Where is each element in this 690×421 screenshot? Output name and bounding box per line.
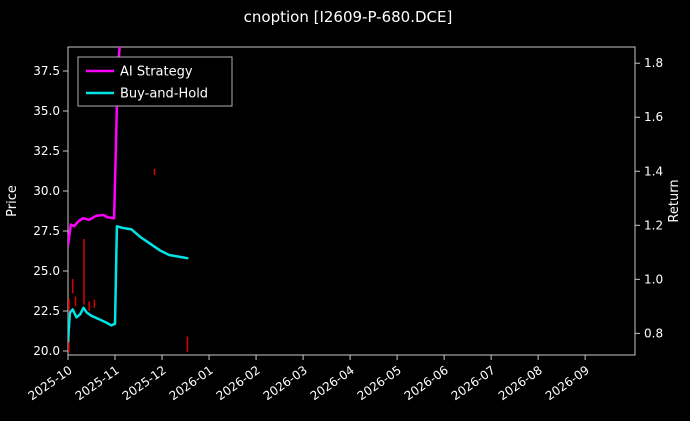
right-axis-label: Return	[667, 179, 682, 222]
x-tick-label: 2026-01	[167, 363, 216, 403]
x-tick-label: 2026-03	[261, 363, 310, 403]
x-tick-label: 2026-07	[449, 363, 498, 403]
left-tick-label: 20.0	[33, 344, 60, 358]
left-tick-label: 27.5	[33, 224, 60, 238]
chart-title: cnoption [I2609-P-680.DCE]	[244, 8, 453, 26]
left-tick-label: 37.5	[33, 64, 60, 78]
x-tick-label: 2026-04	[308, 363, 357, 403]
legend-label-ai-strategy: AI Strategy	[120, 65, 193, 80]
right-tick-label: 1.0	[644, 272, 663, 286]
left-tick-label: 30.0	[33, 184, 60, 198]
series-line-buy-and-hold	[68, 224, 189, 343]
x-tick-label: 2026-08	[496, 363, 545, 403]
chart-series	[68, 47, 189, 353]
right-tick-label: 0.8	[644, 326, 663, 340]
left-axis-label: Price	[5, 185, 20, 217]
left-tick-label: 32.5	[33, 144, 60, 158]
x-tick-label: 2025-11	[73, 363, 122, 403]
left-tick-label: 25.0	[33, 264, 60, 278]
series-line-ai-strategy	[68, 47, 121, 247]
legend-label-buy-and-hold: Buy-and-Hold	[120, 87, 208, 102]
right-tick-label: 1.8	[644, 56, 663, 70]
x-tick-label: 2026-05	[355, 363, 404, 403]
right-tick-label: 1.2	[644, 218, 663, 232]
legend-box	[77, 56, 233, 107]
x-tick-label: 2026-06	[402, 363, 451, 403]
right-tick-label: 1.4	[644, 164, 663, 178]
x-tick-label: 2025-10	[26, 363, 75, 403]
x-tick-label: 2026-09	[543, 363, 592, 403]
left-tick-label: 22.5	[33, 304, 60, 318]
right-tick-label: 1.6	[644, 110, 663, 124]
x-tick-label: 2026-02	[214, 363, 263, 403]
legend: AI Strategy Buy-and-Hold	[77, 56, 233, 107]
x-tick-label: 2025-12	[120, 363, 169, 403]
left-tick-label: 35.0	[33, 104, 60, 118]
